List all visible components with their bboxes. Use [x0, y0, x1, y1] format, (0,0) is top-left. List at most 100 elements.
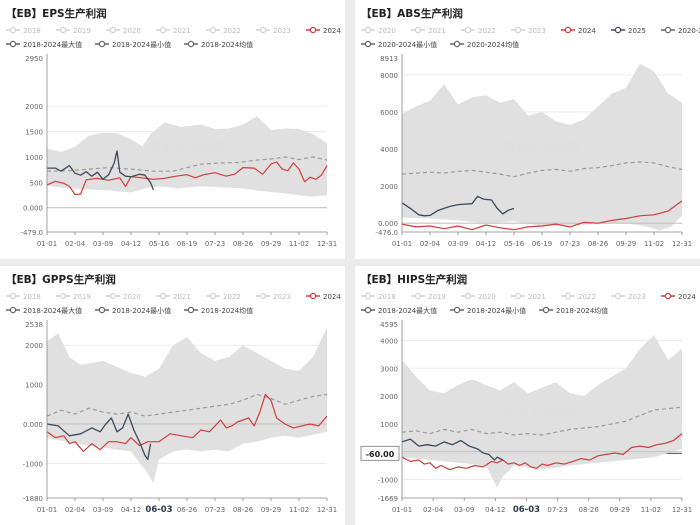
- legend-swatch-marker: [614, 26, 622, 34]
- y-tick-label: -60.00: [366, 450, 395, 459]
- legend-item[interactable]: 2018-2024均值: [539, 306, 608, 315]
- legend-swatch-marker: [309, 292, 317, 300]
- legend-item[interactable]: 2018-2024均值: [184, 306, 253, 315]
- chart-panel-eps: 【EB】EPS生产利润 2018 2019 2020 2021 2022 2023 2024 2…: [0, 0, 345, 259]
- x-tick-label: 08-26: [233, 506, 254, 514]
- legend-item[interactable]: 2020: [361, 26, 396, 35]
- legend-item[interactable]: 2021: [411, 26, 446, 35]
- legend-item[interactable]: 2018-2024最小值: [450, 306, 526, 315]
- legend-item[interactable]: 2018-2024均值: [184, 40, 253, 49]
- legend-swatch-marker: [464, 26, 472, 34]
- x-tick-label: 09-29: [261, 240, 281, 248]
- legend-item[interactable]: 2025: [611, 26, 646, 35]
- x-tick-label: 11-02: [641, 506, 661, 514]
- legend-swatch-marker: [564, 292, 572, 300]
- y-tick-label: -479.0: [20, 229, 43, 237]
- y-tick-label: 2000: [25, 103, 43, 111]
- legend-item[interactable]: 2021: [156, 26, 191, 35]
- legend-item[interactable]: 2019: [56, 26, 91, 35]
- legend-item[interactable]: 2020-2024最大值: [661, 26, 700, 35]
- legend-swatch-marker: [309, 26, 317, 34]
- legend-item[interactable]: 2023: [256, 26, 291, 35]
- y-tick-label: 4000: [380, 146, 398, 154]
- legend-item[interactable]: 2024: [306, 292, 341, 301]
- legend-item[interactable]: 2018-2024最大值: [361, 306, 437, 315]
- series-2024-line: [401, 433, 683, 471]
- legend-swatch-marker: [109, 26, 117, 34]
- y-tick-label: 2000: [380, 183, 398, 191]
- legend-item[interactable]: 2022: [206, 292, 241, 301]
- chart-hips: 【EB】HIPS生产利润 2018 2019 2020 2021 2022 2023 2024…: [360, 273, 696, 515]
- series-2025-line: [46, 413, 152, 461]
- chart-eps: 【EB】EPS生产利润 2018 2019 2020 2021 2022 2023 2024 2…: [6, 7, 341, 248]
- legend-swatch-marker: [9, 306, 17, 314]
- series-band-max-min: [47, 116, 327, 197]
- x-tick-label: 05-16: [149, 240, 170, 248]
- legend-swatch-marker: [159, 26, 167, 34]
- x-tick-label: 06-03: [145, 505, 172, 515]
- legend-swatch-marker: [59, 292, 67, 300]
- legend-swatch-marker: [464, 292, 472, 300]
- x-tick-label: 06-26: [177, 506, 198, 514]
- legend-item[interactable]: 2018-2024最小值: [95, 40, 171, 49]
- legend-item[interactable]: 2024: [306, 26, 341, 35]
- legend-item[interactable]: 2023: [256, 292, 291, 301]
- y-tick-label: 500: [30, 179, 43, 187]
- y-tick-label: 1000: [25, 154, 43, 162]
- chart-title: 【EB】GPPS生产利润: [6, 273, 116, 286]
- y-tick-label: 0.000: [23, 205, 43, 213]
- legend-label: 2023: [273, 27, 291, 35]
- legend-label: 2018-2024最小值: [112, 306, 171, 315]
- legend-swatch-marker: [109, 292, 117, 300]
- x-tick-label: 02-04: [420, 240, 441, 248]
- legend-swatch-marker: [514, 292, 522, 300]
- legend-item[interactable]: 2022: [561, 292, 596, 301]
- legend-item[interactable]: 2020-2024最小值: [361, 40, 437, 49]
- legend-label: 2018-2024均值: [201, 40, 253, 49]
- x-tick-label: 03-09: [93, 240, 113, 248]
- legend-label: 2020-2024最大值: [678, 26, 700, 35]
- legend-label: 2024: [678, 293, 696, 301]
- legend-item[interactable]: 2019: [411, 292, 446, 301]
- legend-swatch-marker: [9, 26, 17, 34]
- series-mean-line: [46, 156, 328, 172]
- legend-item[interactable]: 2020: [106, 292, 141, 301]
- legend-item[interactable]: 2023: [511, 26, 546, 35]
- legend-item[interactable]: 2018-2024最小值: [95, 306, 171, 315]
- legend-item[interactable]: 2023: [611, 292, 646, 301]
- legend-label: 2018-2024均值: [201, 306, 253, 315]
- series-2025-line: [47, 150, 155, 191]
- legend-label: 2022: [223, 293, 241, 301]
- x-tick-label: 09-29: [261, 506, 281, 514]
- chart-abs: 【EB】ABS生产利润 2020 2021 2022 2023 2024 2025 2020-…: [361, 7, 700, 248]
- legend-label: 2023: [528, 27, 546, 35]
- legend-item[interactable]: 2018-2024最大值: [6, 40, 82, 49]
- legend-item[interactable]: 2022: [206, 26, 241, 35]
- y-tick-label: 0.000: [23, 421, 43, 429]
- legend-item[interactable]: 2022: [461, 26, 496, 35]
- legend-item[interactable]: 2024: [661, 292, 696, 301]
- legend-item[interactable]: 2020: [461, 292, 496, 301]
- legend-label: 2018-2024均值: [556, 306, 608, 315]
- x-tick-label: 01-01: [392, 240, 412, 248]
- legend-swatch-marker: [209, 26, 217, 34]
- legend-item[interactable]: 2018: [6, 292, 41, 301]
- legend-swatch-marker: [259, 26, 267, 34]
- legend-item[interactable]: 2024: [561, 26, 596, 35]
- legend-item[interactable]: 2018: [361, 292, 396, 301]
- chart-gpps: 【EB】GPPS生产利润 2018 2019 2020 2021 2022 2023 2024…: [6, 273, 341, 515]
- series-2024-line: [46, 161, 328, 196]
- legend-item[interactable]: 2019: [56, 292, 91, 301]
- series-mean-line: [401, 161, 683, 178]
- legend-item[interactable]: 2021: [511, 292, 546, 301]
- x-tick-label: 03-09: [93, 506, 113, 514]
- legend-swatch-marker: [259, 292, 267, 300]
- legend-item[interactable]: 2018-2024最大值: [6, 306, 82, 315]
- legend-item[interactable]: 2020: [106, 26, 141, 35]
- x-tick-label: 06-19: [532, 240, 552, 248]
- legend-item[interactable]: 2021: [156, 292, 191, 301]
- legend-item[interactable]: 2020-2024均值: [450, 40, 519, 49]
- chart-panel-gpps: 【EB】GPPS生产利润 2018 2019 2020 2021 2022 2023 2024…: [0, 266, 345, 525]
- legend-swatch-marker: [187, 306, 195, 314]
- legend-item[interactable]: 2018: [6, 26, 41, 35]
